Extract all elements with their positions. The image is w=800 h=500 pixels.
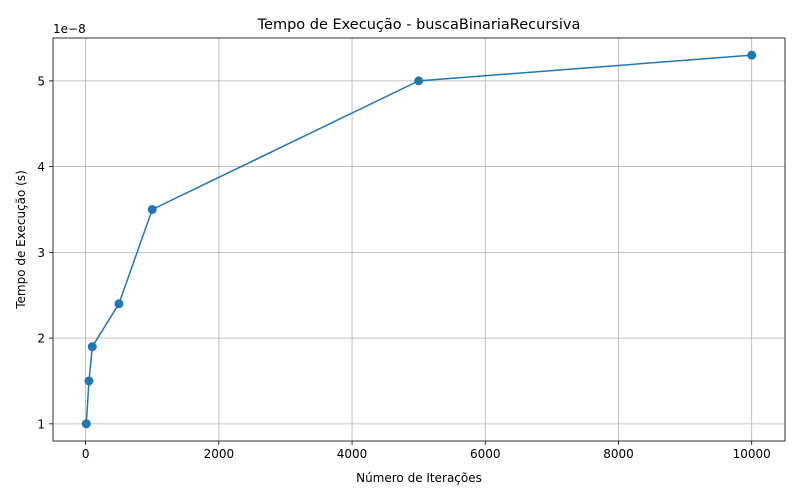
x-tick-label: 4000 — [337, 447, 368, 461]
y-tick-label: 1 — [37, 417, 45, 431]
series-polyline — [85, 54, 752, 424]
x-axis-label: Número de Iterações — [356, 471, 482, 485]
y-axis-offset-label: 1e−8 — [53, 22, 86, 36]
data-point — [87, 342, 97, 352]
y-tick-label: 2 — [37, 332, 45, 346]
x-tick-label: 8000 — [603, 447, 634, 461]
x-tick-label: 6000 — [470, 447, 501, 461]
axis-ticks: 0 2000 4000 6000 8000 10000 1 2 3 4 5 — [37, 74, 770, 461]
data-point — [147, 204, 157, 214]
y-tick-label: 3 — [37, 246, 45, 260]
x-tick-label: 10000 — [733, 447, 771, 461]
x-tick-label: 0 — [82, 447, 90, 461]
data-point — [414, 76, 424, 86]
data-point — [747, 50, 757, 60]
data-point — [114, 299, 124, 309]
chart-title: Tempo de Execução - buscaBinariaRecursiv… — [257, 17, 581, 33]
data-point — [81, 419, 91, 429]
y-axis-label: Tempo de Execução (s) — [14, 170, 28, 310]
data-point — [84, 376, 94, 386]
x-tick-label: 2000 — [204, 447, 235, 461]
plot-frame — [52, 37, 786, 442]
series-line — [81, 50, 757, 429]
y-tick-label: 4 — [37, 160, 45, 174]
grid-lines — [53, 38, 785, 441]
y-tick-label: 5 — [37, 74, 45, 88]
